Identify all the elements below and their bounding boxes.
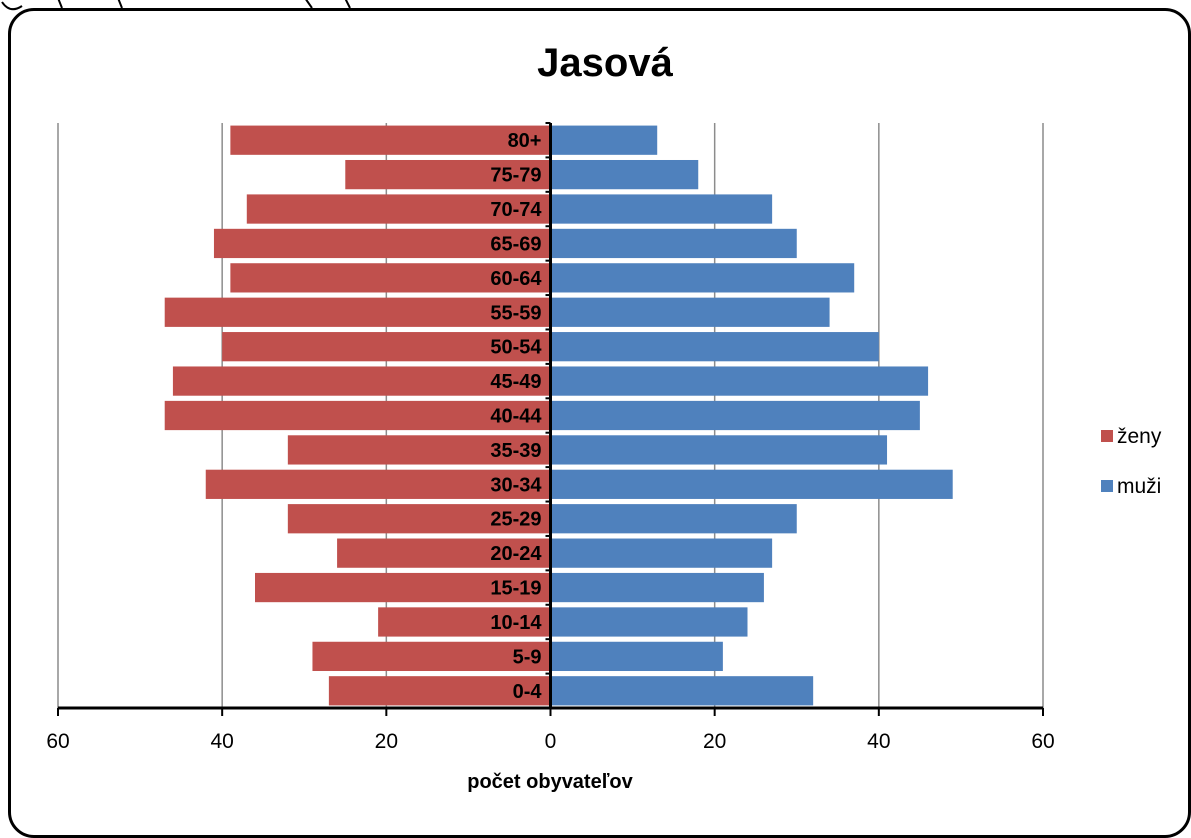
- chart-title: Jasová: [537, 41, 673, 85]
- bar-zeny: [287, 504, 551, 534]
- bar-zeny: [337, 538, 551, 568]
- x-axis-label: počet obyvateľov: [467, 771, 633, 793]
- bar-zeny: [205, 469, 551, 499]
- bar-muzi: [550, 125, 658, 155]
- bars: [164, 125, 953, 706]
- category-label: 45-49: [490, 371, 541, 393]
- bar-zeny: [230, 125, 551, 155]
- legend-label: ženy: [1117, 425, 1162, 448]
- category-label: 50-54: [490, 337, 542, 359]
- category-label: 80+: [508, 130, 542, 152]
- bar-muzi: [550, 263, 855, 293]
- legend-swatch: [1101, 430, 1113, 442]
- bar-zeny: [222, 332, 551, 362]
- bar-muzi: [550, 366, 929, 396]
- bar-zeny: [287, 435, 551, 465]
- bar-zeny: [164, 400, 551, 431]
- clipped-top-fragment: [1, 0, 351, 11]
- category-label: 70-74: [490, 199, 542, 221]
- x-tick-label: 20: [375, 730, 398, 753]
- bar-zeny: [378, 607, 551, 637]
- x-tick-label: 60: [1031, 730, 1054, 753]
- bar-muzi: [550, 159, 699, 190]
- bar-zeny: [172, 366, 551, 396]
- x-tick-label: 40: [210, 730, 233, 753]
- category-label: 0-4: [513, 681, 543, 703]
- bar-muzi: [550, 194, 773, 224]
- category-label: 20-24: [490, 543, 542, 565]
- category-label: 25-29: [490, 509, 541, 531]
- bar-zeny: [246, 194, 551, 224]
- category-label: 5-9: [513, 646, 542, 668]
- bar-zeny: [213, 228, 551, 259]
- bar-muzi: [550, 572, 764, 603]
- x-tick-label: 20: [703, 730, 726, 753]
- category-label: 35-39: [490, 440, 541, 462]
- bar-muzi: [550, 538, 773, 568]
- bar-muzi: [550, 297, 830, 327]
- legend: ženy muži: [1101, 425, 1162, 498]
- bar-muzi: [550, 400, 920, 431]
- x-tick-label: 40: [867, 730, 890, 753]
- bar-zeny: [255, 572, 551, 603]
- bar-zeny: [328, 676, 551, 706]
- category-label: 55-59: [490, 302, 541, 324]
- legend-label: muži: [1117, 475, 1161, 498]
- bar-muzi: [550, 504, 797, 534]
- bar-muzi: [550, 332, 879, 362]
- bar-zeny: [164, 297, 551, 327]
- bar-muzi: [550, 676, 814, 706]
- category-label: 10-14: [490, 612, 542, 634]
- bar-muzi: [550, 469, 953, 499]
- category-label: 60-64: [490, 268, 542, 290]
- legend-swatch: [1101, 480, 1113, 492]
- bar-muzi: [550, 641, 723, 672]
- axes: [57, 122, 1044, 716]
- bar-muzi: [550, 607, 748, 637]
- category-label: 75-79: [490, 165, 541, 187]
- bar-muzi: [550, 228, 797, 259]
- bar-zeny: [345, 159, 551, 190]
- bar-zeny: [230, 263, 551, 293]
- category-label: 30-34: [490, 474, 542, 496]
- category-label: 15-19: [490, 578, 541, 600]
- bar-zeny: [312, 641, 551, 672]
- x-tick-label: 0: [545, 730, 557, 753]
- category-label: 40-44: [490, 406, 542, 428]
- x-tick-label: 60: [46, 730, 69, 753]
- bar-muzi: [550, 435, 888, 465]
- category-labels: 0-4 5-9 10-14 15-19 20-24 25-29 30-34 35-39 40-4…: [490, 130, 542, 703]
- tick-labels: 60 40 20 0 20 40 60: [46, 730, 1054, 753]
- category-label: 65-69: [490, 233, 541, 255]
